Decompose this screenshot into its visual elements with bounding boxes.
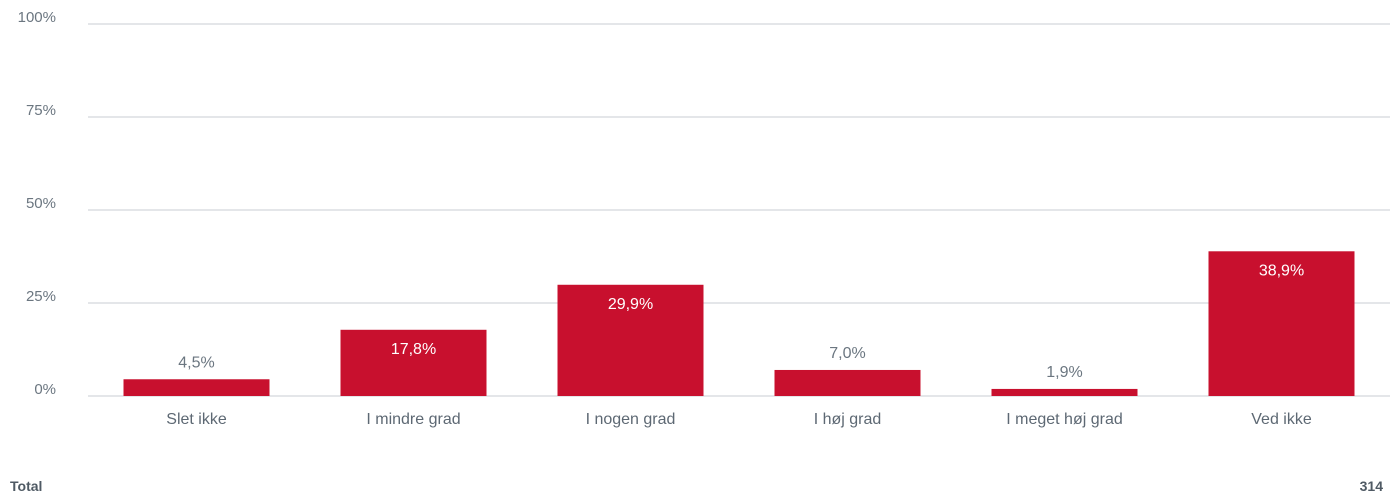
x-axis-categories: Slet ikke I mindre grad I nogen grad I høj … [166, 411, 1312, 428]
data-label-5: 1,9% [1046, 364, 1082, 381]
bars [123, 251, 1355, 396]
category-label-2: I mindre grad [366, 411, 460, 428]
bar-chart: 0% 25% 50% 75% 100% 4,5% 17,8% 29,9% 7,0% 1,9% 38… [18, 9, 1390, 428]
data-label-1: 4,5% [178, 354, 214, 371]
gridlines [88, 23, 1390, 397]
total-value: 314 [1359, 478, 1383, 494]
bar-6 [1208, 251, 1355, 396]
y-tick-label-25: 25% [26, 288, 56, 305]
y-tick-label-100: 100% [18, 9, 56, 26]
bar-5 [991, 388, 1138, 396]
bar-1 [123, 379, 270, 396]
category-label-6: Ved ikke [1251, 411, 1312, 428]
category-label-4: I høj grad [814, 411, 882, 428]
footer: Total 314 [10, 476, 1383, 496]
total-label: Total [10, 478, 43, 494]
bar-2 [340, 329, 487, 396]
category-label-1: Slet ikke [166, 411, 227, 428]
data-label-2: 17,8% [391, 341, 436, 358]
data-label-4: 7,0% [829, 345, 865, 362]
data-label-6: 38,9% [1259, 262, 1304, 279]
category-label-3: I nogen grad [586, 411, 676, 428]
bar-4 [774, 369, 921, 396]
data-labels: 4,5% 17,8% 29,9% 7,0% 1,9% 38,9% [178, 262, 1304, 381]
category-label-5: I meget høj grad [1006, 411, 1123, 428]
y-tick-label-75: 75% [26, 102, 56, 119]
y-axis-ticks: 0% 25% 50% 75% 100% [18, 9, 56, 398]
y-tick-label-0: 0% [34, 381, 56, 398]
y-tick-label-50: 50% [26, 195, 56, 212]
data-label-3: 29,9% [608, 296, 653, 313]
bar-3 [557, 284, 704, 396]
